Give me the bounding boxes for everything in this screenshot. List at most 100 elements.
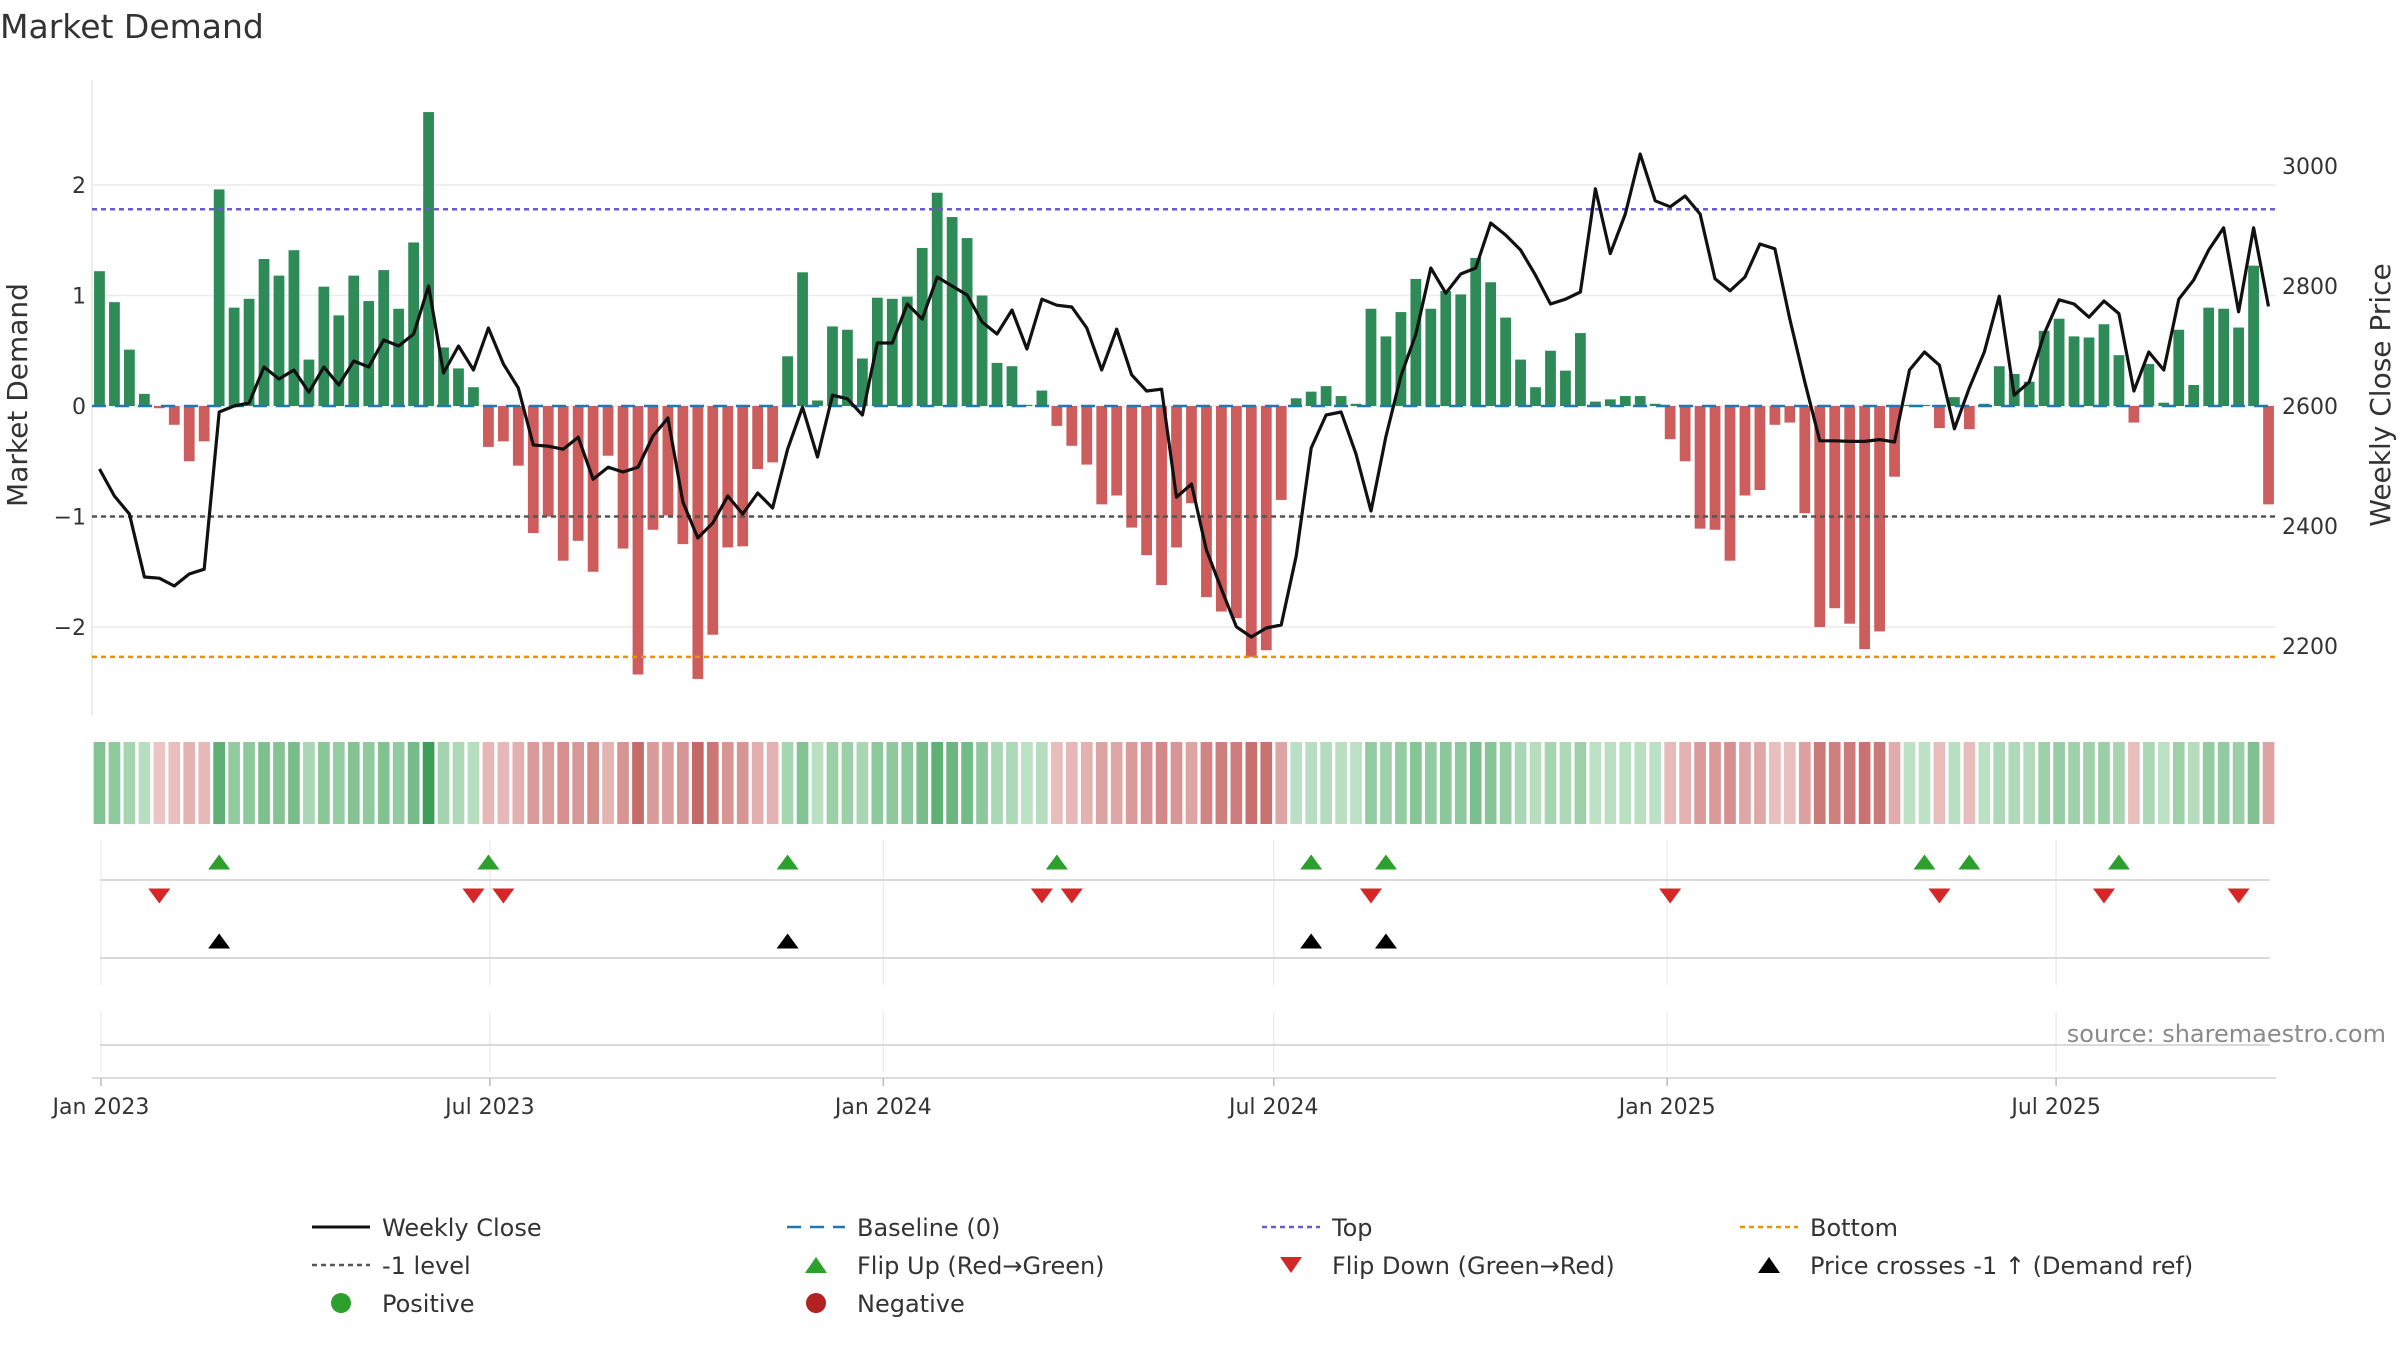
demand-bar-negative xyxy=(1186,406,1197,504)
demand-bar-negative xyxy=(1679,406,1691,462)
demand-bar-positive xyxy=(348,275,360,406)
legend-key-positive xyxy=(331,1293,351,1313)
heat-cell-positive xyxy=(303,742,315,824)
demand-bar-positive xyxy=(468,387,479,406)
heat-cell-negative xyxy=(183,742,196,824)
heat-cell-negative xyxy=(1260,742,1273,824)
demand-bar-positive xyxy=(1320,386,1332,406)
heat-cell-negative xyxy=(602,742,614,824)
legend-key-flip-down xyxy=(1280,1257,1302,1273)
heat-cell-positive xyxy=(2083,742,2095,824)
demand-bar-positive xyxy=(946,217,958,406)
weekly-close-series xyxy=(98,152,2271,639)
demand-bar-positive xyxy=(976,295,988,406)
demand-bar-positive xyxy=(2248,265,2259,406)
price-cross-marker xyxy=(208,933,231,949)
heat-cell-negative xyxy=(1709,742,1721,824)
heat-cell-positive xyxy=(2113,742,2125,824)
legend: Weekly Close Baseline (0) Top Bottom -1 leve… xyxy=(312,1214,2193,1318)
demand-bar-positive xyxy=(1350,403,1362,406)
flip-down-marker xyxy=(148,888,171,904)
y-right-tick-label: 2800 xyxy=(2282,275,2338,300)
heat-cell-negative xyxy=(557,742,570,824)
demand-bar-negative xyxy=(557,406,569,561)
demand-bar-negative xyxy=(183,406,195,462)
heat-cell-negative xyxy=(1275,742,1288,824)
y-axis-right-label: Weekly Close Price xyxy=(2364,263,2397,526)
heat-cell-negative xyxy=(677,742,689,824)
demand-bar-negative xyxy=(1081,406,1093,465)
demand-bar-negative xyxy=(1709,406,1721,530)
demand-bar-negative xyxy=(1111,406,1123,496)
heat-cell-negative xyxy=(1664,742,1676,824)
x-tick-label: Jul 2024 xyxy=(1227,1095,1319,1120)
heat-cell-positive xyxy=(1514,742,1527,824)
demand-bar-positive xyxy=(961,238,973,406)
heat-cell-negative xyxy=(1215,742,1228,824)
flip-down-marker xyxy=(492,888,515,904)
demand-bar-positive xyxy=(408,242,420,406)
demand-bar-negative xyxy=(1814,406,1826,627)
heat-cell-positive xyxy=(1335,742,1347,824)
heat-cell-negative xyxy=(1080,742,1093,824)
x-tick-label: Jan 2025 xyxy=(1617,1095,1716,1120)
demand-bar-positive xyxy=(288,250,300,406)
heat-cell-positive xyxy=(991,742,1003,824)
heat-cell-positive xyxy=(1978,742,1991,824)
heat-cell-negative xyxy=(527,742,540,824)
demand-bar-positive xyxy=(1649,403,1661,406)
heat-cell-positive xyxy=(856,742,869,824)
demand-bar-positive xyxy=(886,298,898,406)
heat-cell-positive xyxy=(362,742,375,824)
demand-bar-negative xyxy=(527,406,539,534)
demand-bar-positive xyxy=(2098,324,2110,406)
demand-bar-positive xyxy=(916,247,928,406)
demand-bar-negative xyxy=(1051,406,1063,426)
heat-cell-positive xyxy=(826,742,839,824)
heat-cell-negative xyxy=(1095,742,1108,824)
flip-down-marker xyxy=(462,888,485,904)
heat-cell-negative xyxy=(1694,742,1706,824)
heat-cell-negative xyxy=(617,742,629,824)
demand-bar-positive xyxy=(812,400,823,406)
heat-cell-positive xyxy=(1380,742,1392,824)
demand-bar-positive xyxy=(138,393,150,406)
heat-cell-negative xyxy=(1724,742,1736,824)
heat-cell-positive xyxy=(1469,742,1482,824)
heat-cell-negative xyxy=(587,742,599,824)
demand-bar-negative xyxy=(1934,406,1945,429)
heat-cell-positive xyxy=(243,742,255,824)
heat-cell-negative xyxy=(1888,742,1901,824)
heat-cell-positive xyxy=(1350,742,1362,824)
heat-cell-negative xyxy=(482,742,495,824)
heat-cell-negative xyxy=(1843,742,1856,824)
demand-bar-negative xyxy=(1829,406,1841,609)
y-left-tick-label: −1 xyxy=(54,506,86,531)
flip-up-marker xyxy=(1374,854,1397,870)
heat-cell-positive xyxy=(796,742,809,824)
legend-key-flip-up xyxy=(805,1257,827,1273)
demand-bar-positive xyxy=(2143,364,2155,406)
heat-cell-negative xyxy=(692,742,704,824)
demand-bar-negative xyxy=(1275,406,1287,500)
heat-cell-negative xyxy=(662,742,674,824)
demand-bar-negative xyxy=(1724,406,1736,561)
heat-cell-positive xyxy=(1619,742,1632,824)
heat-cell-negative xyxy=(1813,742,1826,824)
heat-cell-positive xyxy=(422,742,435,824)
heat-cell-negative xyxy=(1769,742,1781,824)
heat-cell-positive xyxy=(1559,742,1572,824)
heat-cell-positive xyxy=(273,742,285,824)
heat-cell-positive xyxy=(1589,742,1602,824)
demand-bar-negative xyxy=(737,406,749,547)
reference-lines xyxy=(92,208,2276,659)
demand-bar-positive xyxy=(797,272,808,406)
demand-bar-negative xyxy=(1664,406,1676,440)
demand-bars xyxy=(94,112,2274,679)
demand-bar-negative xyxy=(542,406,554,517)
heat-cell-positive xyxy=(1604,742,1617,824)
heat-cell-negative xyxy=(2262,742,2275,824)
heat-cell-positive xyxy=(2247,742,2260,824)
demand-bar-positive xyxy=(1021,404,1033,406)
demand-bar-positive xyxy=(109,302,120,406)
